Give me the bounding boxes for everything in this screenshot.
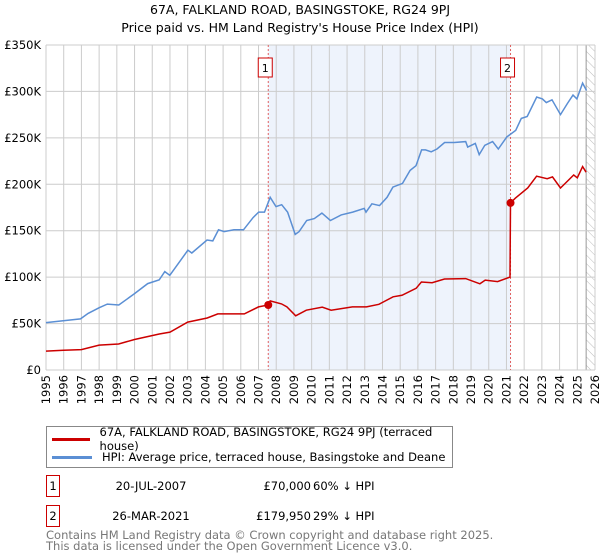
shaded-period xyxy=(268,45,511,370)
x-tick-label: 2026 xyxy=(588,375,600,404)
x-tick-label: 1998 xyxy=(92,375,106,404)
x-tick-label: 2015 xyxy=(393,375,407,404)
x-tick-label: 2000 xyxy=(128,375,142,404)
x-tick-label: 2016 xyxy=(411,375,425,404)
sale-row: 2 26-MAR-2021 £179,950 29% ↓ HPI xyxy=(46,505,446,529)
x-tick-label: 2002 xyxy=(163,375,177,404)
x-tick-label: 1996 xyxy=(57,375,71,404)
x-tick-label: 2025 xyxy=(570,375,584,404)
x-tick-label: 2006 xyxy=(234,375,248,404)
sale-point xyxy=(506,198,515,207)
sale-price: £70,000 xyxy=(263,479,311,493)
y-tick-label: £0 xyxy=(26,363,41,377)
x-tick-label: 2014 xyxy=(375,375,389,404)
sale-row: 1 20-JUL-2007 £70,000 60% ↓ HPI xyxy=(46,475,446,499)
y-tick-label: £250K xyxy=(4,131,41,145)
x-tick-label: 2022 xyxy=(517,375,531,404)
legend-swatch-hpi xyxy=(52,455,92,459)
x-tick-label: 2010 xyxy=(305,375,319,404)
x-tick-label: 2011 xyxy=(322,375,336,404)
chart-subtitle: Price paid vs. HM Land Registry's House … xyxy=(121,20,479,35)
x-tick-label: 2009 xyxy=(287,375,301,404)
sale-price: £179,950 xyxy=(256,509,311,523)
legend-label-property: 67A, FALKLAND ROAD, BASINGSTOKE, RG24 9P… xyxy=(99,425,433,453)
x-tick-label: 2003 xyxy=(181,375,195,404)
x-tick-label: 2007 xyxy=(252,375,266,404)
footer-copyright: Contains HM Land Registry data © Crown c… xyxy=(46,528,494,542)
x-tick-label: 2018 xyxy=(446,375,460,404)
sale-label-box xyxy=(500,57,516,78)
sale-marker-box: 2 xyxy=(46,505,60,527)
sale-hpi-diff: 60% ↓ HPI xyxy=(313,479,375,493)
y-tick-label: £200K xyxy=(4,177,41,191)
x-tick-label: 2005 xyxy=(216,375,230,404)
y-tick-label: £300K xyxy=(4,84,41,98)
y-tick-label: £100K xyxy=(4,270,41,284)
x-tick-label: 2004 xyxy=(198,375,212,404)
chart-title: 67A, FALKLAND ROAD, BASINGSTOKE, RG24 9P… xyxy=(150,2,450,17)
future-hatch xyxy=(586,45,595,370)
x-tick-label: 2012 xyxy=(340,375,354,404)
price-chart: 1995 1996 1997 1998 1999 2000 2001 2002 2003 2004… xyxy=(4,38,600,404)
legend-item-hpi: HPI: Average price, terraced house, Basi… xyxy=(47,448,445,466)
sale-label: 1 xyxy=(262,62,269,75)
x-tick-label: 2021 xyxy=(499,375,513,404)
y-tick-label: £150K xyxy=(4,224,41,238)
x-tick-label: 2008 xyxy=(269,375,283,404)
legend: 67A, FALKLAND ROAD, BASINGSTOKE, RG24 9P… xyxy=(46,425,453,468)
sale-date: 20-JUL-2007 xyxy=(115,479,187,493)
property-line xyxy=(45,165,587,352)
sale-hpi-diff: 29% ↓ HPI xyxy=(313,509,375,523)
x-tick-label: 2019 xyxy=(464,375,478,404)
x-tick-label: 1999 xyxy=(110,375,124,404)
x-tick-label: 1995 xyxy=(39,375,53,404)
legend-swatch-property xyxy=(52,437,90,441)
x-tick-label: 2024 xyxy=(553,375,567,404)
legend-item-property: 67A, FALKLAND ROAD, BASINGSTOKE, RG24 9P… xyxy=(47,425,452,453)
sale-label-box xyxy=(257,57,273,78)
x-tick-label: 2023 xyxy=(535,375,549,404)
y-tick-label: £50K xyxy=(12,317,42,331)
x-tick-label: 2013 xyxy=(358,375,372,404)
footer: Contains HM Land Registry data © Crown c… xyxy=(46,528,494,553)
x-tick-label: 2001 xyxy=(145,375,159,404)
x-tick-label: 2020 xyxy=(482,375,496,404)
x-tick-label: 2017 xyxy=(429,375,443,404)
footer-licence: This data is licensed under the Open Gov… xyxy=(46,539,413,553)
y-tick-label: £350K xyxy=(4,38,41,52)
sale-marker-box: 1 xyxy=(46,475,60,497)
sale-date: 26-MAR-2021 xyxy=(112,509,190,523)
x-tick-label: 1997 xyxy=(74,375,88,404)
sale-label: 2 xyxy=(504,62,511,75)
sale-point xyxy=(264,301,273,309)
hpi-line xyxy=(45,81,588,324)
legend-label-hpi: HPI: Average price, terraced house, Basi… xyxy=(102,450,446,464)
